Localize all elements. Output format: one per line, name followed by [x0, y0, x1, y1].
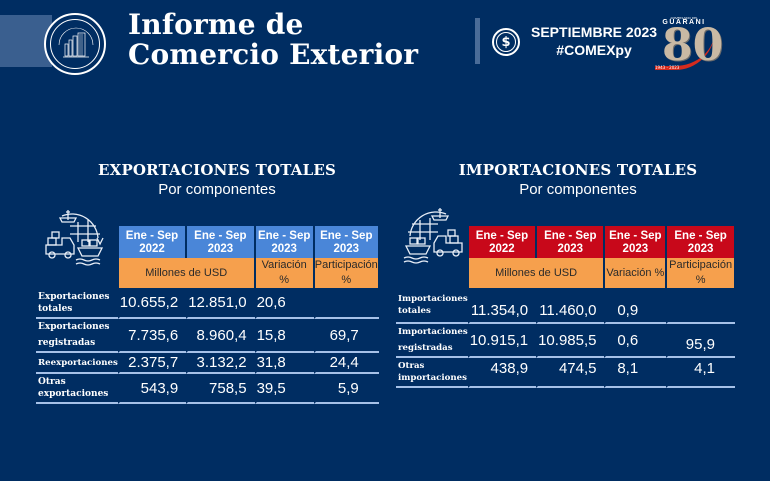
- imports-units-row: Millones de USD Variación % Participació…: [396, 258, 735, 288]
- value-variation: 0,9: [604, 288, 667, 324]
- table-row: Reexportaciones 2.375,7 3.132,2 31,8 24,…: [36, 353, 379, 374]
- value-participation: 69,7: [313, 319, 379, 353]
- row-label: Exportaciones registradas: [36, 319, 118, 353]
- value-variation: 31,8: [254, 353, 314, 374]
- table-row: Exportaciones totales 10.655,2 12.851,0 …: [36, 288, 379, 319]
- imports-title: IMPORTACIONES TOTALES: [458, 161, 698, 179]
- badge-years: 1943 - 2023: [655, 65, 680, 70]
- row-label: Otras exportaciones: [36, 374, 118, 404]
- value-participation: 24,4: [313, 353, 379, 374]
- value-variation: 39,5: [254, 374, 314, 404]
- report-title-line1: Informe de: [128, 8, 304, 41]
- value-2022: 11.354,0: [467, 288, 537, 324]
- value-2022: 10.915,1: [467, 324, 537, 358]
- imports-section-title: IMPORTACIONES TOTALES Por componentes: [428, 160, 728, 199]
- global-trade-icon: [40, 208, 110, 268]
- exports-subtitle: Por componentes: [158, 181, 276, 198]
- report-title-line2: Comercio Exterior: [128, 38, 419, 71]
- hashtag-label: #COMEXpy: [556, 42, 632, 58]
- central-bank-logo: [44, 13, 106, 75]
- exports-table: Ene - Sep 2022 Ene - Sep 2023 Ene - Sep 202…: [36, 226, 379, 404]
- imports-col-2022: Ene - Sep 2022: [467, 226, 537, 258]
- report-title: Informe de Comercio Exterior: [128, 10, 418, 70]
- row-label: Otras importaciones: [396, 358, 468, 388]
- badge-label: GUARANI: [662, 19, 706, 26]
- value-participation: [313, 288, 379, 319]
- imports-subtitle: Por componentes: [519, 181, 637, 198]
- table-row: Importaciones registradas 10.915,1 10.98…: [396, 324, 735, 358]
- value-2023: 10.985,5: [536, 324, 605, 358]
- value-2022: 438,9: [467, 358, 537, 388]
- table-row: Exportaciones registradas 7.735,6 8.960,…: [36, 319, 379, 353]
- imports-table: Ene - Sep 2022 Ene - Sep 2023 Ene - Sep 202…: [396, 226, 735, 388]
- row-label: Importaciones registradas: [396, 324, 468, 358]
- exports-header-row: Ene - Sep 2022 Ene - Sep 2023 Ene - Sep 202…: [36, 226, 379, 258]
- imports-col-variation: Ene - Sep 2023: [604, 226, 667, 258]
- table-row: Importaciones totales 11.354,0 11.460,0 …: [396, 288, 735, 324]
- guarani-80-anniversary-badge: ANIVERSARIO DEL GUARANI 80 1943 - 2023: [655, 16, 724, 72]
- table-row: Otras importaciones 438,9 474,5 8,1 4,1: [396, 358, 735, 388]
- value-participation: 95,9: [666, 324, 735, 358]
- value-variation: 15,8: [254, 319, 314, 353]
- value-2022: 10.655,2: [117, 288, 187, 319]
- flag-stripe: [655, 30, 715, 70]
- header-divider: [475, 18, 480, 64]
- value-2022: 2.375,7: [117, 353, 187, 374]
- value-participation: 4,1: [666, 358, 735, 388]
- exports-col-2023: Ene - Sep 2023: [186, 226, 255, 258]
- exports-units-row: Millones de USD Variación % Participació…: [36, 258, 379, 288]
- value-2022: 7.735,6: [117, 319, 187, 353]
- value-variation: 0,6: [604, 324, 667, 358]
- exports-title: EXPORTACIONES TOTALES: [97, 161, 337, 179]
- header-accent-band: [0, 15, 52, 67]
- units-variation: Variación %: [254, 258, 314, 288]
- bank-building-icon: [50, 19, 100, 69]
- value-2023: 8.960,4: [186, 319, 255, 353]
- value-variation: 20,6: [254, 288, 314, 319]
- table-row: Otras exportaciones 543,9 758,5 39,5 5,9: [36, 374, 379, 404]
- units-participation: Participación %: [313, 258, 379, 288]
- report-period: SEPTIEMBRE 2023 #COMEXpy: [531, 23, 657, 59]
- value-2023: 758,5: [186, 374, 255, 404]
- guarani-symbol-icon: $: [492, 28, 520, 56]
- imports-header-row: Ene - Sep 2022 Ene - Sep 2023 Ene - Sep 202…: [396, 226, 735, 258]
- exports-col-variation: Ene - Sep 2023: [254, 226, 314, 258]
- value-2023: 3.132,2: [186, 353, 255, 374]
- exports-col-participation: Ene - Sep 2023: [313, 226, 379, 258]
- value-2023: 474,5: [536, 358, 605, 388]
- exports-section-title: EXPORTACIONES TOTALES Por componentes: [67, 160, 367, 199]
- units-millions-usd: Millones de USD: [117, 258, 255, 288]
- value-participation: [666, 288, 735, 324]
- exports-col-2022: Ene - Sep 2022: [117, 226, 187, 258]
- value-2022: 543,9: [117, 374, 187, 404]
- imports-col-2023: Ene - Sep 2023: [536, 226, 605, 258]
- row-label: Importaciones totales: [396, 288, 468, 324]
- units-participation: Participación %: [666, 258, 735, 288]
- value-2023: 11.460,0: [536, 288, 605, 324]
- value-2023: 12.851,0: [186, 288, 255, 319]
- units-variation: Variación %: [604, 258, 667, 288]
- period-label: SEPTIEMBRE 2023: [531, 24, 658, 40]
- row-label: Exportaciones totales: [36, 288, 118, 319]
- value-participation: 5,9: [313, 374, 379, 404]
- row-label: Reexportaciones: [36, 353, 118, 374]
- units-millions-usd: Millones de USD: [467, 258, 605, 288]
- value-variation: 8,1: [604, 358, 667, 388]
- badge-number: 80: [662, 20, 724, 71]
- badge-top-label: ANIVERSARIO DEL: [670, 16, 698, 20]
- global-trade-icon: [398, 206, 468, 266]
- imports-col-participation: Ene - Sep 2023: [666, 226, 735, 258]
